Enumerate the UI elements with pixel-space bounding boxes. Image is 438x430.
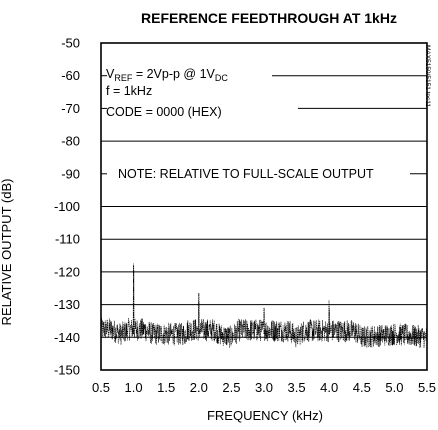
y-tick-label: -100 — [54, 199, 80, 214]
y-tick-label: -120 — [54, 264, 80, 279]
x-axis-label: FREQUENCY (kHz) — [207, 408, 323, 423]
data-series — [100, 263, 428, 349]
x-tick-label: 2.0 — [190, 380, 208, 395]
y-tick-label: -110 — [55, 232, 80, 247]
x-tick-label: 5.5 — [418, 380, 436, 395]
y-tick-label: -70 — [61, 101, 80, 116]
y-tick-label: -140 — [54, 330, 80, 345]
series-line — [100, 263, 428, 349]
annotation-code: CODE = 0000 (HEX) — [106, 105, 222, 119]
x-tick-label: 1.0 — [125, 380, 143, 395]
annotation-frequency: f = 1kHz — [106, 84, 152, 98]
y-tick-label: -90 — [61, 166, 80, 181]
x-tick-label: 3.0 — [255, 380, 273, 395]
y-tick-label: -130 — [54, 297, 80, 312]
vref-ref-subscript: REF — [114, 73, 133, 83]
y-tick-label: -50 — [61, 36, 80, 51]
annotation-vref: VREF = 2Vp-p @ 1VDC — [106, 67, 228, 83]
vref-value: = 2Vp-p @ 1V — [132, 67, 215, 81]
x-tick-label: 1.5 — [157, 380, 175, 395]
y-tick-labels: -50 -60 -70 -80 -90 -100 -110 -120 -130 -140 -150 — [54, 36, 80, 378]
x-tick-label: 2.5 — [222, 380, 240, 395]
x-tick-label: 0.5 — [92, 380, 110, 395]
y-tick-label: -150 — [54, 363, 80, 378]
vref-v: V — [106, 67, 115, 81]
annotation-note: NOTE: RELATIVE TO FULL-SCALE OUTPUT — [118, 167, 374, 181]
chart-title: REFERENCE FEEDTHROUGH AT 1kHz — [141, 10, 397, 26]
x-tick-label: 5.0 — [385, 380, 403, 395]
y-tick-label: -80 — [61, 134, 80, 149]
x-tick-label: 3.5 — [288, 380, 306, 395]
vref-dc-subscript: DC — [215, 73, 228, 83]
y-tick-label: -60 — [61, 68, 80, 83]
x-tick-label: 4.0 — [320, 380, 338, 395]
plot-frame — [100, 42, 428, 371]
y-axis-label: RELATIVE OUTPUT (dB) — [0, 179, 14, 326]
x-tick-label: 4.5 — [353, 380, 371, 395]
x-tick-labels: 0.5 1.0 1.5 2.0 2.5 3.0 3.5 4.0 4.5 5.0 5.5 — [92, 380, 436, 395]
